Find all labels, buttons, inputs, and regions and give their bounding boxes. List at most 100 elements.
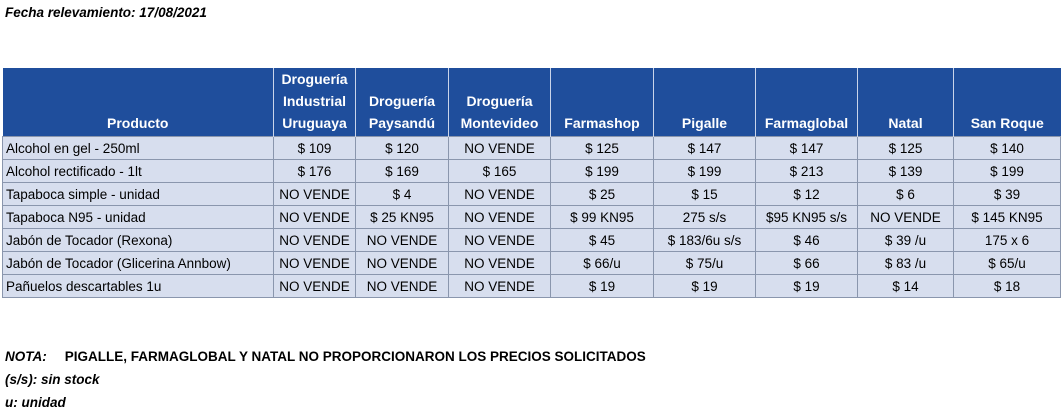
price-cell: NO VENDE	[448, 182, 551, 206]
table-body: Alcohol en gel - 250ml $ 109 $ 120 NO VENDE…	[2, 136, 1061, 298]
price-cell: $ 99 KN95	[550, 205, 654, 229]
price-cell: $ 199	[953, 159, 1061, 183]
price-cell: $ 25	[550, 182, 654, 206]
table-row: Alcohol rectificado - 1lt $ 176 $ 169 $ 165…	[2, 159, 1061, 183]
price-cell: $ 18	[953, 274, 1061, 298]
column-header: Droguería Paysandú	[355, 68, 449, 137]
column-header: Droguería Industrial Uruguaya	[273, 68, 356, 137]
table-row: Jabón de Tocador (Rexona) NO VENDE NO VEND…	[2, 228, 1061, 252]
column-header-line: Farmaglobal	[764, 115, 849, 131]
price-cell: $ 6	[857, 182, 954, 206]
price-cell: $ 15	[653, 182, 756, 206]
price-cell: $ 125	[857, 136, 954, 160]
price-cell: $ 4	[355, 182, 449, 206]
price-cell: NO VENDE	[273, 182, 356, 206]
price-cell: $ 183/6u s/s	[653, 228, 756, 252]
table-header-row: Producto Droguería Industrial Uruguaya Drogu…	[2, 68, 1061, 137]
price-cell: 275 s/s	[653, 205, 756, 229]
price-cell: $ 120	[355, 136, 449, 160]
column-header-line: Pigalle	[681, 115, 728, 131]
price-cell: $ 19	[755, 274, 858, 298]
note-label: NOTA:	[5, 349, 47, 364]
price-cell: $ 39 /u	[857, 228, 954, 252]
price-cell: NO VENDE	[448, 251, 551, 275]
price-cell: $ 65/u	[953, 251, 1061, 275]
price-cell: $ 176	[273, 159, 356, 183]
note-line: NOTA: PIGALLE, FARMAGLOBAL Y NATAL NO PRO…	[5, 345, 646, 368]
price-cell: $ 14	[857, 274, 954, 298]
price-cell: $ 199	[653, 159, 756, 183]
price-table: Producto Droguería Industrial Uruguaya Drogu…	[2, 68, 1061, 298]
price-cell: $ 145 KN95	[953, 205, 1061, 229]
price-cell: $ 75/u	[653, 251, 756, 275]
price-table-container: Producto Droguería Industrial Uruguaya Drogu…	[2, 68, 1061, 298]
legend-unidad: u: unidad	[5, 395, 66, 410]
column-header-line: Producto	[107, 115, 169, 131]
column-header: Droguería Montevideo	[448, 68, 551, 137]
column-header: San Roque	[953, 68, 1061, 137]
survey-date: Fecha relevamiento: 17/08/2021	[5, 5, 207, 20]
table-row: Pañuelos descartables 1u NO VENDE NO VENDE…	[2, 274, 1061, 298]
column-header: Farmaglobal	[755, 68, 858, 137]
price-cell: $ 66/u	[550, 251, 654, 275]
column-header-line: Industrial	[282, 93, 346, 109]
price-cell: $ 83 /u	[857, 251, 954, 275]
column-header-line: Montevideo	[460, 115, 539, 131]
product-name-cell: Tapaboca simple - unidad	[2, 182, 274, 206]
price-cell: $ 140	[953, 136, 1061, 160]
column-header-line: Uruguaya	[282, 115, 347, 131]
price-cell: NO VENDE	[273, 251, 356, 275]
column-header-line: Farmashop	[564, 115, 640, 131]
price-cell: $ 46	[755, 228, 858, 252]
price-cell: 175 x 6	[953, 228, 1061, 252]
price-cell: $ 139	[857, 159, 954, 183]
column-header-line: Natal	[888, 115, 923, 131]
price-cell: $ 19	[653, 274, 756, 298]
column-header-line: Droguería	[368, 93, 436, 109]
price-cell: $ 165	[448, 159, 551, 183]
price-cell: $ 169	[355, 159, 449, 183]
price-cell: $ 25 KN95	[355, 205, 449, 229]
column-header-line: San Roque	[970, 115, 1044, 131]
column-header: Farmashop	[550, 68, 654, 137]
table-row: Tapaboca N95 - unidad NO VENDE $ 25 KN95 NO…	[2, 205, 1061, 229]
price-cell: NO VENDE	[448, 205, 551, 229]
column-header: Pigalle	[653, 68, 756, 137]
price-cell: NO VENDE	[273, 228, 356, 252]
table-row: Tapaboca simple - unidad NO VENDE $ 4 NO VE…	[2, 182, 1061, 206]
price-cell: NO VENDE	[448, 228, 551, 252]
price-cell: $ 213	[755, 159, 858, 183]
notes-section: NOTA: PIGALLE, FARMAGLOBAL Y NATAL NO PRO…	[5, 345, 646, 414]
price-cell: $ 66	[755, 251, 858, 275]
price-cell: $95 KN95 s/s	[755, 205, 858, 229]
price-cell: NO VENDE	[273, 205, 356, 229]
legend-sin-stock: (s/s): sin stock	[5, 372, 100, 387]
column-header: Natal	[857, 68, 954, 137]
price-cell: $ 147	[653, 136, 756, 160]
price-cell: NO VENDE	[448, 136, 551, 160]
price-cell: $ 45	[550, 228, 654, 252]
product-name-cell: Jabón de Tocador (Glicerina Annbow)	[2, 251, 274, 275]
price-cell: $ 109	[273, 136, 356, 160]
column-header-line: Droguería	[466, 93, 533, 109]
price-cell: $ 147	[755, 136, 858, 160]
price-cell: NO VENDE	[448, 274, 551, 298]
price-cell: NO VENDE	[273, 274, 356, 298]
product-name-cell: Jabón de Tocador (Rexona)	[2, 228, 274, 252]
product-name-cell: Alcohol en gel - 250ml	[2, 136, 274, 160]
product-name-cell: Alcohol rectificado - 1lt	[2, 159, 274, 183]
price-cell: NO VENDE	[355, 251, 449, 275]
price-cell: NO VENDE	[355, 274, 449, 298]
price-cell: $ 19	[550, 274, 654, 298]
price-cell: $ 39	[953, 182, 1061, 206]
price-cell: NO VENDE	[857, 205, 954, 229]
column-header-line: Droguería	[281, 71, 348, 87]
note-text: PIGALLE, FARMAGLOBAL Y NATAL NO PROPORCI…	[64, 349, 646, 364]
price-cell: $ 12	[755, 182, 858, 206]
price-cell: $ 125	[550, 136, 654, 160]
price-cell: NO VENDE	[355, 228, 449, 252]
product-name-cell: Pañuelos descartables 1u	[2, 274, 274, 298]
table-row: Alcohol en gel - 250ml $ 109 $ 120 NO VENDE…	[2, 136, 1061, 160]
column-header: Producto	[2, 68, 274, 137]
column-header-line: Paysandú	[368, 115, 436, 131]
